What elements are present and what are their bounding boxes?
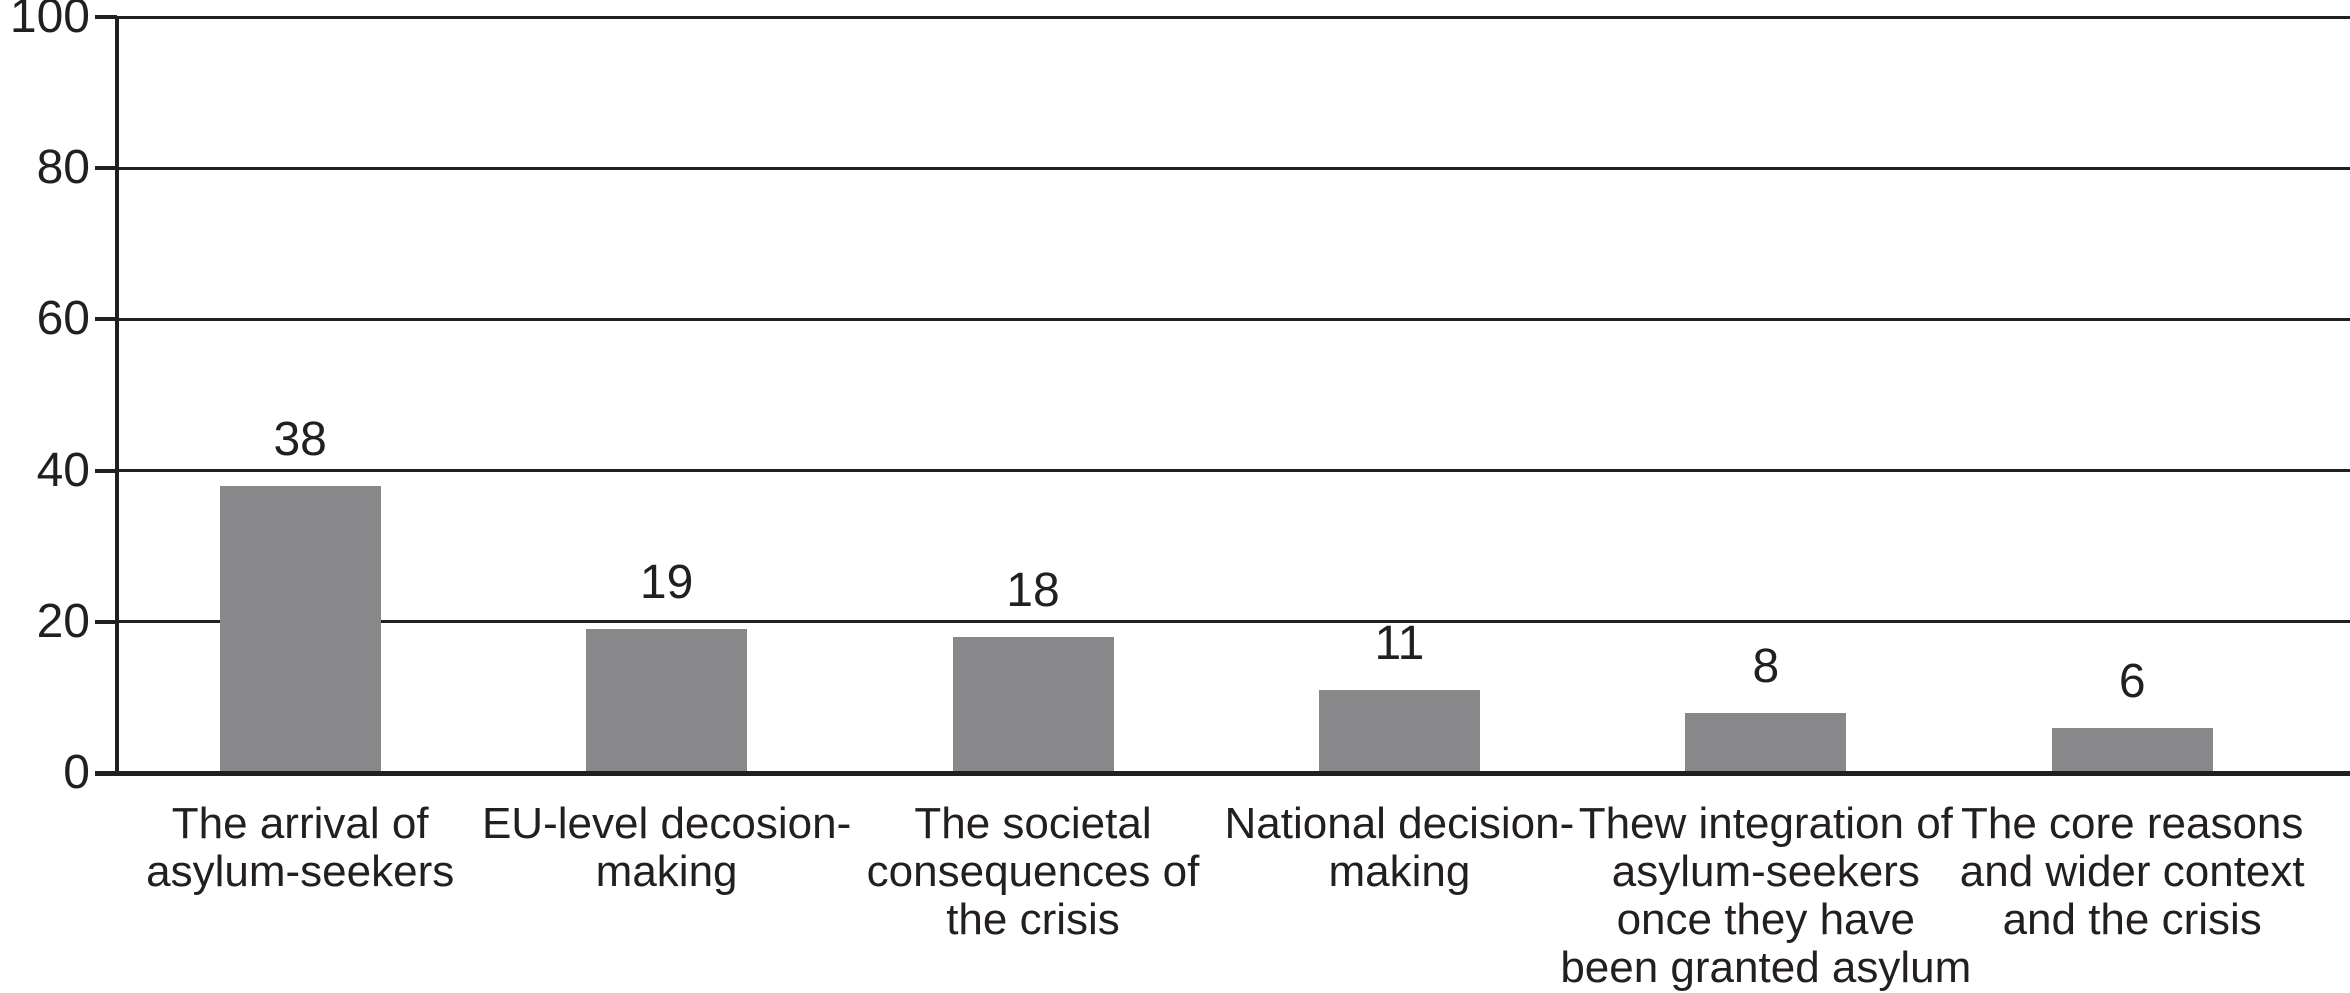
gridline-100 <box>117 15 2350 19</box>
y-axis-tick-label-60: 60 <box>36 292 90 346</box>
y-axis-tick-60 <box>95 317 117 322</box>
bar-value-label-3: 18 <box>1006 563 1060 617</box>
bar-category-6 <box>2051 727 2213 773</box>
y-axis-line <box>115 15 119 776</box>
y-axis-tick-20 <box>95 619 117 624</box>
gridline-20 <box>117 620 2350 624</box>
y-axis-tick-100 <box>95 15 117 19</box>
y-axis-tick-80 <box>95 166 117 171</box>
bar-value-label-4: 11 <box>1374 616 1425 670</box>
x-axis-category-label-5: Thew integration of asylum-seekers once … <box>1560 799 1972 992</box>
y-axis-tick-label-80: 80 <box>36 141 90 195</box>
bar-category-3 <box>952 636 1114 773</box>
y-axis-tick-label-20: 20 <box>36 594 90 648</box>
y-axis-tick-label-40: 40 <box>36 443 90 497</box>
bar-category-1 <box>219 485 381 773</box>
y-axis-tick-label-0: 0 <box>63 746 90 799</box>
y-axis-tick-40 <box>95 468 117 473</box>
x-axis-category-label-1: The arrival of asylum-seekers <box>146 799 455 896</box>
bar-category-5 <box>1685 712 1847 773</box>
bar-category-4 <box>1318 689 1480 773</box>
bar-value-label-1: 38 <box>273 412 327 466</box>
bar-value-label-5: 8 <box>1752 639 1780 693</box>
x-axis-category-label-6: The core reasons and wider context and t… <box>1959 799 2305 944</box>
bar-value-label-2: 19 <box>639 556 694 610</box>
gridline-80 <box>117 166 2350 170</box>
y-axis-tick-label-100: 100 <box>9 0 90 43</box>
x-axis-category-label-4: National decision- making <box>1224 799 1575 896</box>
gridline-40 <box>117 469 2350 473</box>
gridline-60 <box>117 317 2350 321</box>
bar-category-2 <box>586 629 748 773</box>
bar-value-label-6: 6 <box>2118 654 2146 708</box>
x-axis-category-label-2: EU-level decosion- making <box>481 799 852 896</box>
x-axis-line <box>95 770 2350 776</box>
x-axis-category-label-3: The societal consequences of the crisis <box>866 799 1200 944</box>
